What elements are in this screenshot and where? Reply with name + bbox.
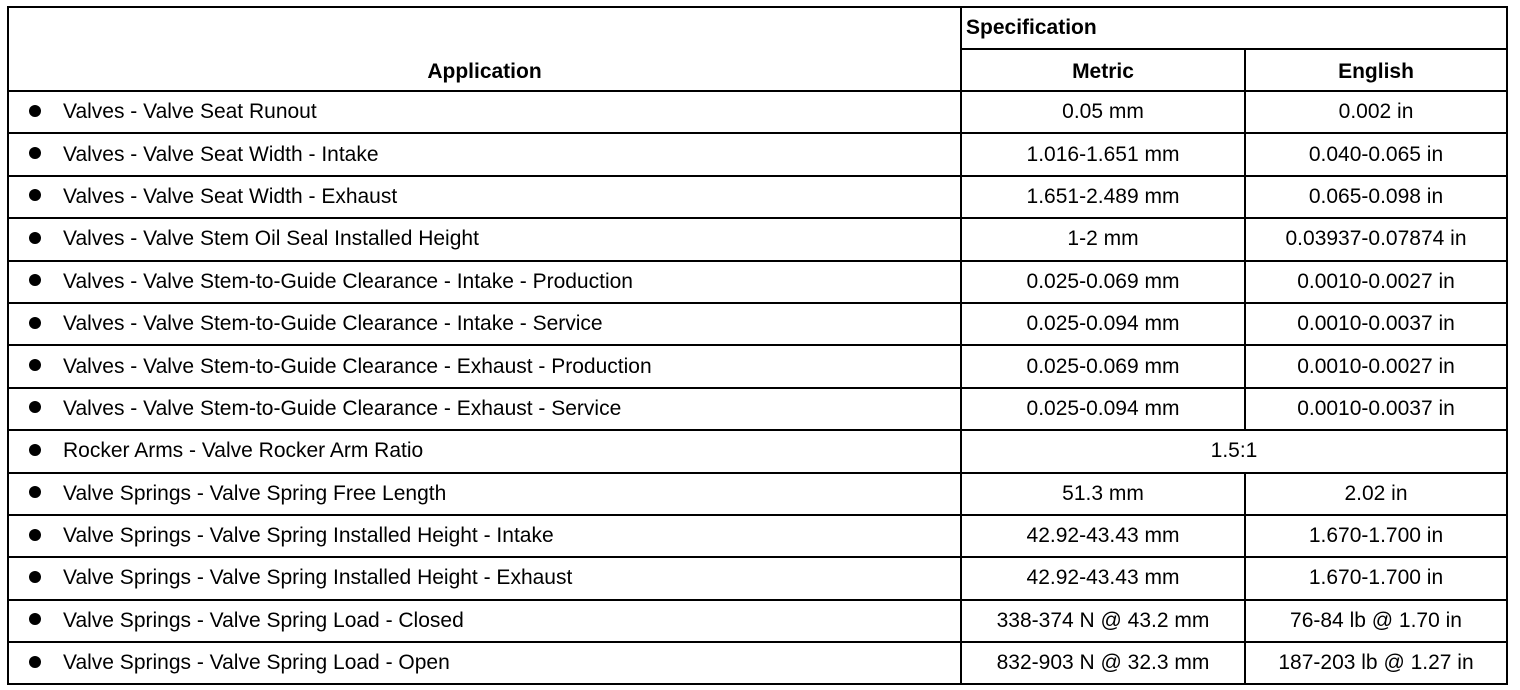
metric-cell: 1-2 mm [960, 217, 1246, 262]
table-row: Valve Springs - Valve Spring Load - Open… [7, 641, 1509, 686]
application-text: Valves - Valve Stem-to-Guide Clearance -… [63, 396, 622, 420]
bullet [29, 486, 41, 499]
metric-cell: 338-374 N @ 43.2 mm [960, 598, 1246, 644]
english-cell: 0.0010-0.0037 in [1243, 386, 1509, 432]
metric-header: Metric [960, 48, 1246, 92]
bullet [29, 104, 41, 117]
english-cell: 1.670-1.700 in [1243, 513, 1509, 559]
table-row: Valve Springs - Valve Spring Load - Clos… [7, 598, 1509, 644]
application-text: Valve Springs - Valve Spring Installed H… [63, 566, 573, 590]
table-row: Valve Springs - Valve Spring Installed H… [7, 556, 1509, 601]
bullet [29, 655, 41, 668]
application-cell: Valves - Valve Seat Width - Exhaust [7, 174, 962, 220]
metric-cell: 1.016-1.651 mm [960, 132, 1246, 177]
table-row: Valve Springs - Valve Spring Installed H… [7, 513, 1509, 559]
application-cell: Valves - Valve Stem-to-Guide Clearance -… [7, 301, 962, 347]
metric-cell: 42.92-43.43 mm [960, 513, 1246, 559]
application-cell: Valves - Valve Stem-to-Guide Clearance -… [7, 386, 962, 432]
bullet [29, 358, 41, 371]
table-row: Valves - Valve Stem Oil Seal Installed H… [7, 217, 1509, 262]
bullet [29, 401, 41, 414]
table-row: Valves - Valve Stem-to-Guide Clearance -… [7, 344, 1509, 389]
table-row: Valves - Valve Stem-to-Guide Clearance -… [7, 386, 1509, 432]
bullet [29, 570, 41, 583]
application-cell: Valve Springs - Valve Spring Free Length [7, 471, 962, 516]
table-row: Rocker Arms - Valve Rocker Arm Ratio 1.5:… [7, 429, 1509, 474]
table-row: Valves - Valve Seat Runout 0.05 mm 0.002 i… [7, 89, 1509, 135]
application-text: Valves - Valve Seat Runout [63, 100, 317, 124]
english-cell: 0.0010-0.0027 in [1243, 344, 1509, 389]
english-cell: 1.670-1.700 in [1243, 556, 1509, 601]
english-cell: 0.0010-0.0027 in [1243, 259, 1509, 304]
metric-cell: 832-903 N @ 32.3 mm [960, 641, 1246, 686]
application-cell: Rocker Arms - Valve Rocker Arm Ratio [7, 429, 962, 474]
english-cell: 0.0010-0.0037 in [1243, 301, 1509, 347]
english-cell: 0.002 in [1243, 89, 1509, 135]
table-row: Valves - Valve Seat Width - Exhaust 1.651… [7, 174, 1509, 220]
bullet [29, 274, 41, 287]
table-row: Valves - Valve Stem-to-Guide Clearance -… [7, 301, 1509, 347]
application-cell: Valve Springs - Valve Spring Load - Clos… [7, 598, 962, 644]
application-header: Application [7, 6, 962, 92]
application-text: Valves - Valve Stem-to-Guide Clearance -… [63, 269, 633, 293]
english-cell: 0.065-0.098 in [1243, 174, 1509, 220]
application-text: Valves - Valve Seat Width - Intake [63, 142, 379, 166]
application-cell: Valves - Valve Stem-to-Guide Clearance -… [7, 344, 962, 389]
application-cell: Valves - Valve Seat Width - Intake [7, 132, 962, 177]
metric-cell: 51.3 mm [960, 471, 1246, 516]
metric-cell: 0.025-0.094 mm [960, 301, 1246, 347]
metric-cell: 0.025-0.094 mm [960, 386, 1246, 432]
bullet [29, 316, 41, 329]
application-text: Rocker Arms - Valve Rocker Arm Ratio [63, 439, 424, 463]
metric-cell: 0.05 mm [960, 89, 1246, 135]
bullet [29, 528, 41, 541]
bullet [29, 147, 41, 160]
spec-table: Application Specification Metric English… [7, 6, 1509, 686]
application-text: Valves - Valve Seat Width - Exhaust [63, 184, 398, 208]
application-cell: Valve Springs - Valve Spring Installed H… [7, 513, 962, 559]
bullet [29, 189, 41, 202]
bullet [29, 613, 41, 626]
english-cell: 2.02 in [1243, 471, 1509, 516]
application-cell: Valve Springs - Valve Spring Load - Open [7, 641, 962, 686]
application-text: Valves - Valve Stem Oil Seal Installed H… [63, 227, 479, 251]
application-text: Valves - Valve Stem-to-Guide Clearance -… [63, 312, 603, 336]
table-row: Valve Springs - Valve Spring Free Length… [7, 471, 1509, 516]
application-cell: Valve Springs - Valve Spring Installed H… [7, 556, 962, 601]
application-text: Valve Springs - Valve Spring Installed H… [63, 524, 554, 548]
english-cell: 0.03937-0.07874 in [1243, 217, 1509, 262]
english-cell: 187-203 lb @ 1.27 in [1243, 641, 1509, 686]
english-header: English [1243, 48, 1509, 92]
application-cell: Valves - Valve Stem-to-Guide Clearance -… [7, 259, 962, 304]
english-cell: 76-84 lb @ 1.70 in [1243, 598, 1509, 644]
application-text: Valve Springs - Valve Spring Load - Clos… [63, 608, 464, 632]
table-row: Valves - Valve Seat Width - Intake 1.016-… [7, 132, 1509, 177]
specification-header: Specification [959, 6, 1509, 50]
metric-cell: 0.025-0.069 mm [960, 259, 1246, 304]
table-body: Valves - Valve Seat Runout 0.05 mm 0.002 i… [7, 89, 1509, 686]
bullet [29, 443, 41, 456]
application-text: Valve Springs - Valve Spring Free Length [63, 481, 447, 505]
metric-cell: 0.025-0.069 mm [960, 344, 1246, 389]
bullet [29, 231, 41, 244]
english-cell: 0.040-0.065 in [1243, 132, 1509, 177]
metric-cell: 1.5:1 [959, 429, 1509, 474]
metric-cell: 42.92-43.43 mm [960, 556, 1246, 601]
table-row: Valves - Valve Stem-to-Guide Clearance -… [7, 259, 1509, 304]
application-cell: Valves - Valve Stem Oil Seal Installed H… [7, 217, 962, 262]
application-text: Valves - Valve Stem-to-Guide Clearance -… [63, 354, 652, 378]
metric-cell: 1.651-2.489 mm [960, 174, 1246, 220]
application-text: Valve Springs - Valve Spring Load - Open [63, 651, 450, 675]
application-cell: Valves - Valve Seat Runout [7, 89, 962, 135]
